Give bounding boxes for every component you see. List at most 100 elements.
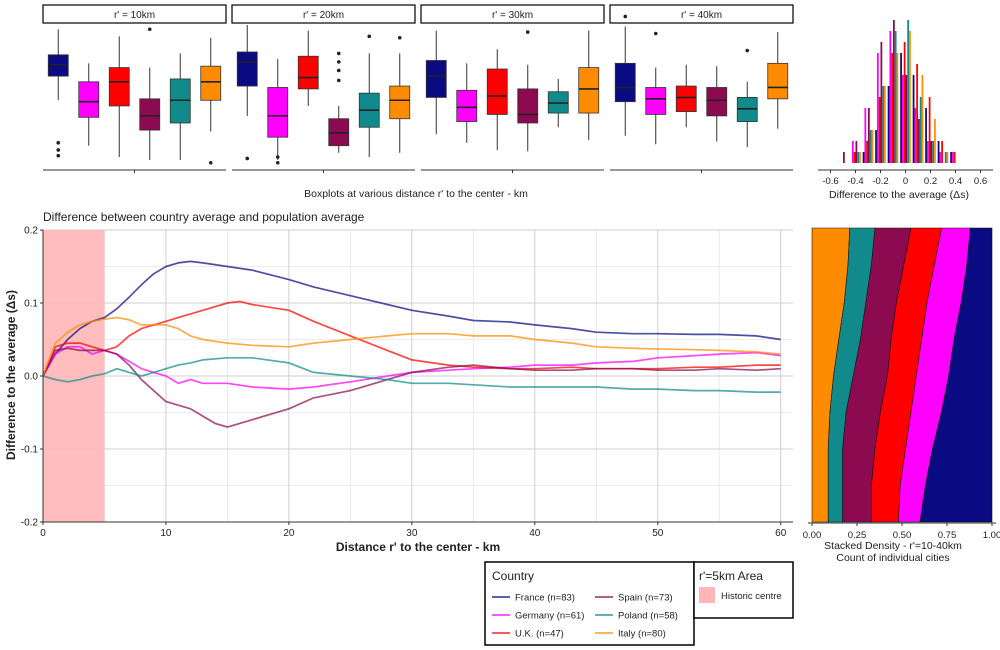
box-uk bbox=[675, 85, 697, 113]
legend-label: Spain (n=73) bbox=[618, 593, 673, 604]
y-tick-label: 0.2 bbox=[24, 226, 38, 237]
box-italy bbox=[389, 85, 411, 120]
hist-bar bbox=[880, 42, 883, 163]
hist-bar bbox=[893, 20, 895, 163]
hist-bar bbox=[925, 108, 927, 163]
hist-bar bbox=[843, 152, 845, 163]
hist-bar bbox=[912, 75, 915, 163]
boxplot-panels: r' = 10km r' = 20km r' = 30km r' = 40km bbox=[42, 4, 794, 173]
hist-bar bbox=[901, 75, 904, 163]
box-outlier bbox=[245, 156, 250, 161]
box-outlier bbox=[367, 34, 372, 39]
hist-bar bbox=[878, 97, 881, 163]
box-outlier bbox=[653, 31, 658, 36]
hist-bar bbox=[914, 108, 917, 163]
hist-bar bbox=[859, 152, 861, 163]
box-outlier bbox=[56, 141, 61, 145]
histogram-xlabel: Difference to the average (Δs) bbox=[829, 189, 969, 201]
box-france bbox=[425, 60, 447, 98]
hist-bar bbox=[939, 152, 942, 163]
hist-bar bbox=[909, 31, 911, 163]
box-outlier bbox=[56, 153, 61, 158]
line-italy bbox=[42, 316, 781, 377]
box-spain bbox=[139, 98, 161, 131]
box-outlier bbox=[336, 78, 341, 83]
x-tick-label: 30 bbox=[406, 528, 418, 539]
hist-bar bbox=[868, 108, 870, 163]
hist-x-tick-label: -0.4 bbox=[847, 176, 863, 187]
y-tick-label: 0.1 bbox=[24, 299, 38, 310]
x-tick-label: 50 bbox=[652, 528, 664, 539]
hist-bar bbox=[921, 75, 924, 163]
x-tick-label: 0 bbox=[40, 528, 46, 539]
hist-bar bbox=[884, 86, 886, 163]
hist-bar bbox=[875, 130, 877, 163]
legend-label: U.K. (n=47) bbox=[515, 629, 564, 640]
hist-bar bbox=[934, 119, 936, 163]
facet-strip bbox=[420, 4, 605, 24]
hist-bar bbox=[944, 152, 947, 163]
box-germany bbox=[456, 89, 478, 122]
hist-bar bbox=[862, 152, 865, 163]
box-italy bbox=[578, 67, 600, 114]
hist-x-tick-label: -0.2 bbox=[872, 176, 888, 187]
box-germany bbox=[267, 87, 289, 138]
histogram: -0.6 -0.4 -0.2 0 0.2 0.4 0.6 bbox=[818, 20, 993, 187]
density-x-tick-label: 0.00 bbox=[803, 530, 822, 541]
hist-bar bbox=[937, 141, 940, 163]
box-outlier bbox=[336, 60, 341, 64]
x-tick-label: 20 bbox=[283, 528, 295, 539]
line-spain bbox=[42, 347, 781, 428]
hist-bar bbox=[905, 75, 908, 163]
hist-bar bbox=[869, 130, 872, 163]
density-band-france bbox=[919, 227, 993, 523]
box-uk bbox=[108, 67, 130, 107]
density-x-tick-label: 0.75 bbox=[938, 530, 957, 541]
box-outlier bbox=[623, 14, 628, 19]
density-xlabel-line1: Stacked Density - r'=10-40km bbox=[824, 540, 962, 552]
hist-x-tick-label: 0.6 bbox=[974, 176, 987, 187]
hist-bar bbox=[871, 130, 874, 163]
box-germany bbox=[645, 87, 667, 115]
facet-strip bbox=[231, 4, 416, 24]
box-outlier bbox=[56, 148, 61, 152]
area-legend-key bbox=[699, 587, 715, 603]
hist-bar bbox=[853, 152, 856, 163]
hist-bar bbox=[866, 141, 868, 163]
hist-bar bbox=[951, 152, 954, 163]
box-outlier bbox=[147, 27, 152, 32]
box-outlier bbox=[745, 48, 750, 53]
density-x-tick-label: 0.25 bbox=[848, 530, 867, 541]
hist-bar bbox=[916, 64, 918, 163]
box-outlier bbox=[336, 68, 341, 73]
density-xlabel-line2: Count of individual cities bbox=[836, 552, 949, 564]
hist-bar bbox=[907, 20, 910, 163]
hist-x-tick-label: 0 bbox=[903, 176, 908, 187]
box-outlier bbox=[525, 30, 530, 34]
main-chart-title: Difference between country average and p… bbox=[43, 210, 365, 224]
box-uk bbox=[486, 68, 508, 115]
box-italy bbox=[200, 65, 222, 101]
hist-bar bbox=[891, 53, 893, 163]
hist-bar bbox=[941, 141, 943, 163]
hist-bar bbox=[889, 31, 892, 163]
density-x-tick-label: 0.50 bbox=[893, 530, 912, 541]
y-tick-label: -0.2 bbox=[21, 518, 39, 529]
box-outlier bbox=[275, 155, 280, 159]
hist-bar bbox=[882, 86, 885, 163]
legend-label: Italy (n=80) bbox=[618, 629, 666, 640]
area-legend-title: r'=5km Area bbox=[699, 569, 763, 583]
box-outlier bbox=[275, 160, 280, 165]
hist-bar bbox=[946, 152, 949, 163]
hist-bar bbox=[928, 97, 931, 163]
facet-label: r' = 40km bbox=[681, 10, 722, 21]
hist-bar bbox=[903, 42, 906, 163]
hist-bar bbox=[930, 141, 933, 163]
boxplot-xlabel: Boxplots at various distance r' to the c… bbox=[304, 188, 528, 200]
hist-bar bbox=[855, 141, 858, 163]
box-uk bbox=[297, 55, 319, 90]
hist-bar bbox=[851, 141, 854, 163]
hist-bar bbox=[896, 53, 899, 163]
box-france bbox=[614, 62, 636, 103]
